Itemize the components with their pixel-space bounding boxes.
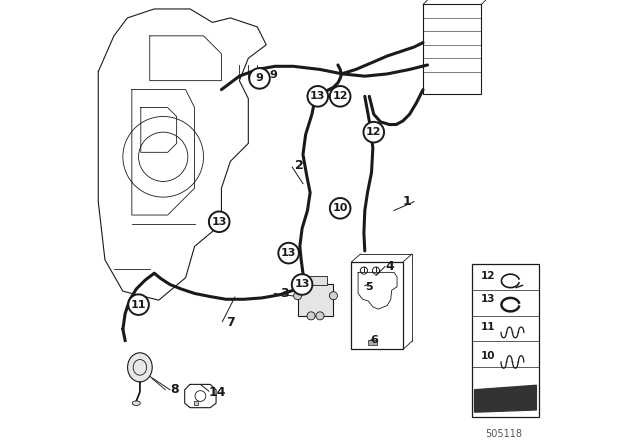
Ellipse shape <box>132 401 140 405</box>
Text: 5: 5 <box>365 282 373 292</box>
Bar <box>369 340 378 345</box>
Bar <box>351 262 403 349</box>
Text: 14: 14 <box>208 385 226 399</box>
Ellipse shape <box>127 353 152 382</box>
Text: 8: 8 <box>170 383 179 396</box>
Polygon shape <box>475 385 536 412</box>
Bar <box>194 401 198 405</box>
Bar <box>472 264 539 417</box>
Circle shape <box>128 294 149 315</box>
Text: 10: 10 <box>332 203 348 213</box>
Circle shape <box>307 312 315 320</box>
Bar <box>298 284 333 316</box>
Circle shape <box>209 211 230 232</box>
Text: 12: 12 <box>366 127 381 137</box>
Text: 3: 3 <box>280 287 289 300</box>
Circle shape <box>294 292 301 300</box>
Circle shape <box>292 274 312 295</box>
Text: 2: 2 <box>296 159 304 172</box>
Circle shape <box>330 86 351 107</box>
Text: 505118: 505118 <box>485 429 522 439</box>
Circle shape <box>249 68 270 89</box>
Text: 6: 6 <box>370 336 378 345</box>
Text: 13: 13 <box>211 217 227 227</box>
Text: 9: 9 <box>255 73 264 83</box>
Text: 1: 1 <box>403 195 412 208</box>
Text: 13: 13 <box>281 248 296 258</box>
Circle shape <box>364 122 384 142</box>
Text: 4: 4 <box>385 260 394 273</box>
Text: 11: 11 <box>481 322 495 332</box>
Bar <box>423 4 481 94</box>
Text: 12: 12 <box>332 91 348 101</box>
Text: 10: 10 <box>481 351 495 361</box>
Text: 11: 11 <box>131 300 147 310</box>
Text: 13: 13 <box>481 294 495 304</box>
Text: 9: 9 <box>269 70 277 80</box>
Text: 12: 12 <box>481 271 495 281</box>
Bar <box>305 276 327 285</box>
Text: 13: 13 <box>294 280 310 289</box>
Circle shape <box>307 86 328 107</box>
Text: 7: 7 <box>226 316 235 329</box>
Circle shape <box>316 312 324 320</box>
Text: 13: 13 <box>310 91 326 101</box>
Circle shape <box>278 243 299 263</box>
Circle shape <box>330 292 337 300</box>
Circle shape <box>330 198 351 219</box>
